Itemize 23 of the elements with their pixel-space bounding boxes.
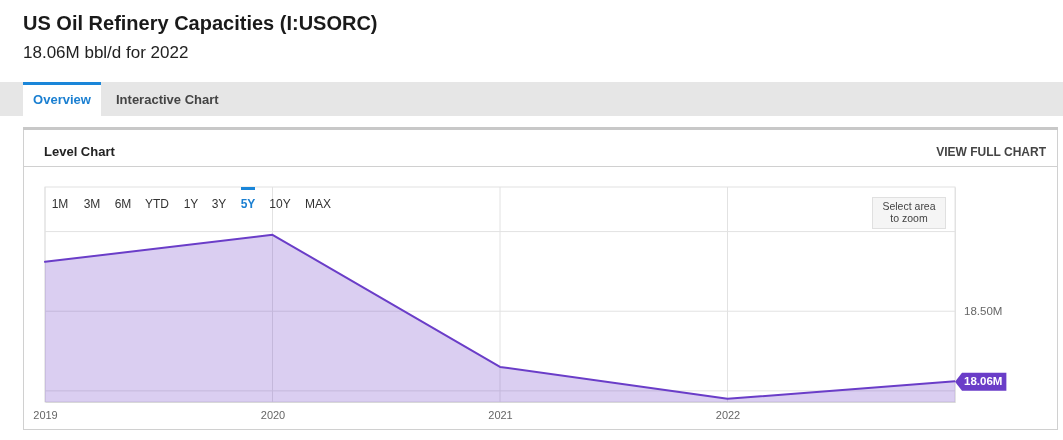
chart-title: US Oil Refinery Capacities (I:USORC) xyxy=(23,12,378,34)
annotation: 1M xyxy=(51,197,69,211)
text: Interactive Chart xyxy=(116,92,220,107)
text: Overview xyxy=(33,92,92,107)
text: VIEW FULL CHART xyxy=(936,145,1047,159)
annotation: 5Y xyxy=(240,197,256,211)
annotation: MAX xyxy=(304,197,332,211)
annotation: 3Y xyxy=(211,197,227,211)
zoom-button: Select area to zoom xyxy=(872,197,946,229)
y-tick-label: 18.50M xyxy=(964,305,1003,318)
chart-subtitle: 18.06M bbl/d for 2022 xyxy=(23,43,189,62)
x-tick-label: 2021 xyxy=(488,408,513,421)
text: Level Chart xyxy=(44,144,116,159)
annotation: 10Y xyxy=(269,197,291,211)
annotation: 3M xyxy=(83,197,101,211)
x-tick-label: 2022 xyxy=(715,408,741,421)
x-tick-label: 2019 xyxy=(33,408,58,421)
annotation: 6M xyxy=(114,197,132,211)
annotation: Select area to zoom xyxy=(882,200,936,224)
annotation: YTD xyxy=(145,197,170,211)
y-tick-label: 18.06M xyxy=(964,375,1003,388)
annotation: 1Y xyxy=(183,197,199,211)
x-tick-label: 2020 xyxy=(260,408,286,421)
